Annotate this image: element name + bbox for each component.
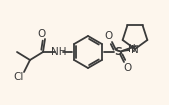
- Text: Cl: Cl: [14, 72, 24, 82]
- Text: N: N: [128, 44, 136, 54]
- Text: S: S: [114, 47, 122, 57]
- Text: O: O: [105, 31, 113, 41]
- Text: N: N: [131, 45, 139, 55]
- Text: O: O: [124, 63, 132, 73]
- Text: O: O: [37, 29, 45, 39]
- Text: NH: NH: [51, 47, 67, 57]
